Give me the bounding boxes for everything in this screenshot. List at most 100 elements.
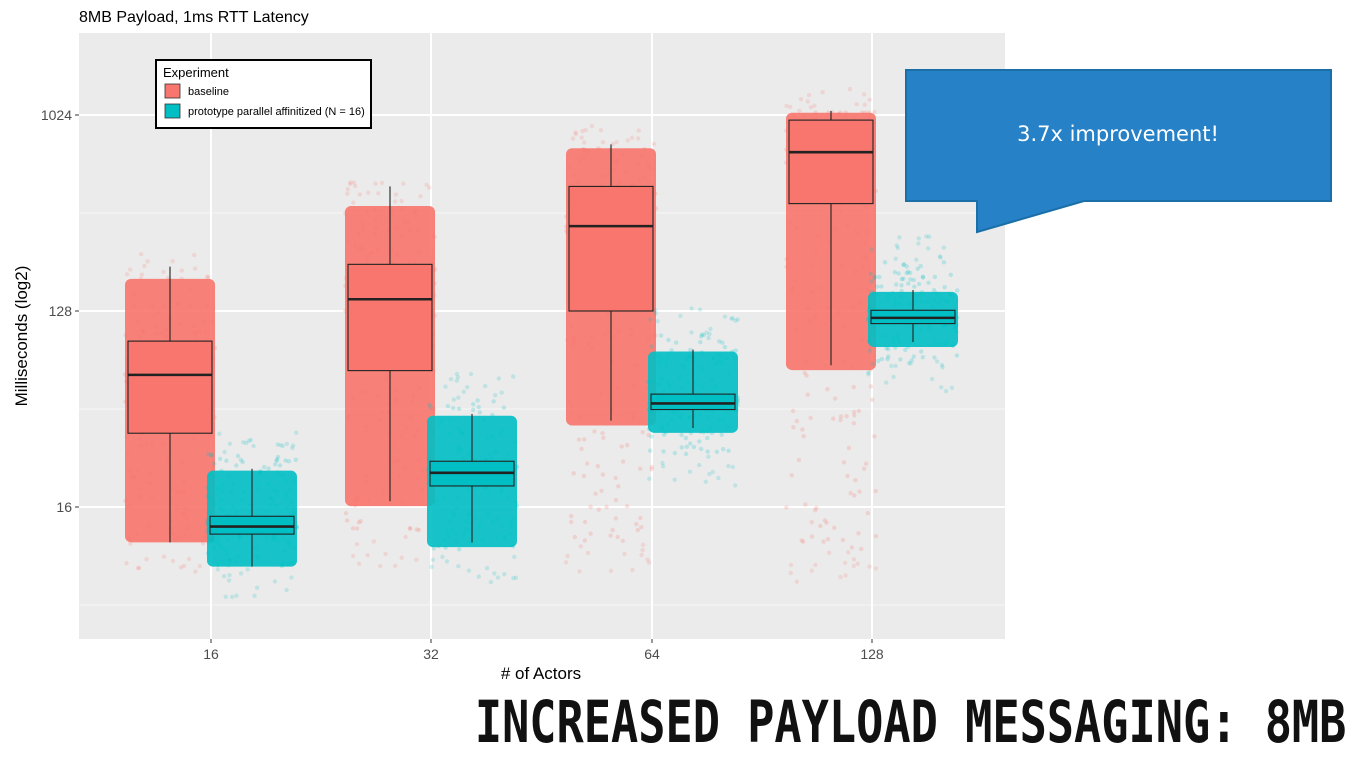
data-point: [841, 460, 847, 465]
data-point: [344, 518, 350, 523]
data-point: [843, 114, 848, 119]
data-point: [870, 397, 875, 402]
data-point: [649, 344, 654, 349]
data-point: [472, 515, 477, 520]
data-point: [919, 299, 925, 305]
data-point: [716, 358, 722, 364]
data-point: [794, 419, 800, 424]
outlier-point: [448, 377, 454, 382]
data-point: [700, 384, 705, 389]
outlier-point: [290, 443, 296, 448]
data-point: [582, 147, 587, 152]
data-point: [264, 535, 270, 540]
data-point: [179, 459, 185, 465]
data-point: [137, 494, 142, 499]
data-point: [642, 174, 647, 179]
data-point: [460, 431, 465, 437]
outlier-point: [940, 365, 945, 370]
data-point: [492, 449, 497, 454]
data-point: [709, 430, 715, 436]
outlier-point: [373, 181, 378, 186]
outlier-point: [697, 462, 702, 468]
data-point: [346, 238, 351, 243]
data-point: [642, 147, 647, 152]
data-point: [248, 509, 253, 514]
data-point: [215, 562, 220, 568]
box: [127, 340, 213, 434]
data-point: [567, 399, 572, 404]
outlier-point: [513, 575, 519, 580]
y-tick-label: 128: [49, 303, 73, 319]
data-point: [230, 534, 235, 539]
data-point: [593, 491, 598, 496]
data-point: [568, 323, 574, 328]
data-point: [635, 527, 640, 533]
data-point: [624, 504, 630, 509]
outlier-point: [708, 326, 713, 332]
data-point: [429, 409, 435, 414]
data-point: [666, 381, 672, 386]
data-point: [275, 454, 281, 460]
data-point: [468, 448, 474, 453]
data-point: [613, 498, 619, 503]
outlier-point: [348, 180, 353, 185]
data-point: [432, 313, 437, 318]
data-point: [851, 304, 856, 310]
data-point: [715, 352, 720, 357]
data-point: [726, 448, 731, 453]
data-point: [274, 458, 279, 464]
outlier-point: [872, 109, 877, 115]
data-point: [931, 288, 937, 293]
outlier-point: [492, 571, 497, 576]
data-point: [461, 456, 466, 461]
data-point: [216, 535, 221, 540]
data-point: [711, 356, 717, 361]
outlier-point: [908, 361, 913, 366]
data-point: [405, 220, 410, 225]
outlier-point: [707, 471, 712, 477]
data-point: [256, 555, 261, 560]
data-point: [792, 278, 797, 283]
outlier-point: [366, 190, 371, 195]
data-point: [287, 540, 293, 545]
data-point: [450, 510, 456, 515]
data-point: [500, 523, 506, 528]
data-point: [230, 505, 236, 510]
box: [347, 263, 433, 372]
outlier-point: [275, 442, 280, 447]
data-point: [936, 301, 941, 306]
data-point: [210, 536, 216, 541]
outlier-point: [246, 438, 252, 444]
data-point: [181, 533, 187, 538]
outlier-point: [454, 371, 460, 377]
data-point: [576, 437, 582, 442]
data-point: [494, 534, 499, 540]
data-point: [279, 563, 284, 569]
outlier-point: [347, 181, 353, 187]
data-point: [657, 353, 662, 359]
data-point: [428, 495, 433, 500]
data-point: [677, 415, 682, 420]
data-point: [650, 410, 655, 416]
outlier-point: [862, 102, 867, 107]
data-point: [572, 534, 578, 540]
data-point: [955, 315, 960, 320]
data-point: [631, 384, 636, 389]
data-point: [638, 466, 643, 471]
data-point: [205, 485, 210, 490]
data-point: [293, 519, 298, 525]
data-point: [667, 384, 673, 389]
data-point: [865, 316, 871, 321]
data-point: [870, 324, 876, 329]
outlier-point: [414, 557, 419, 562]
data-point: [714, 449, 720, 454]
data-point: [288, 561, 294, 566]
outlier-point: [704, 330, 709, 335]
data-point: [933, 341, 939, 347]
outlier-point: [351, 180, 357, 185]
data-point: [784, 128, 789, 133]
data-point: [194, 330, 200, 335]
data-point: [124, 434, 130, 440]
data-point: [208, 496, 213, 502]
data-point: [691, 444, 697, 450]
